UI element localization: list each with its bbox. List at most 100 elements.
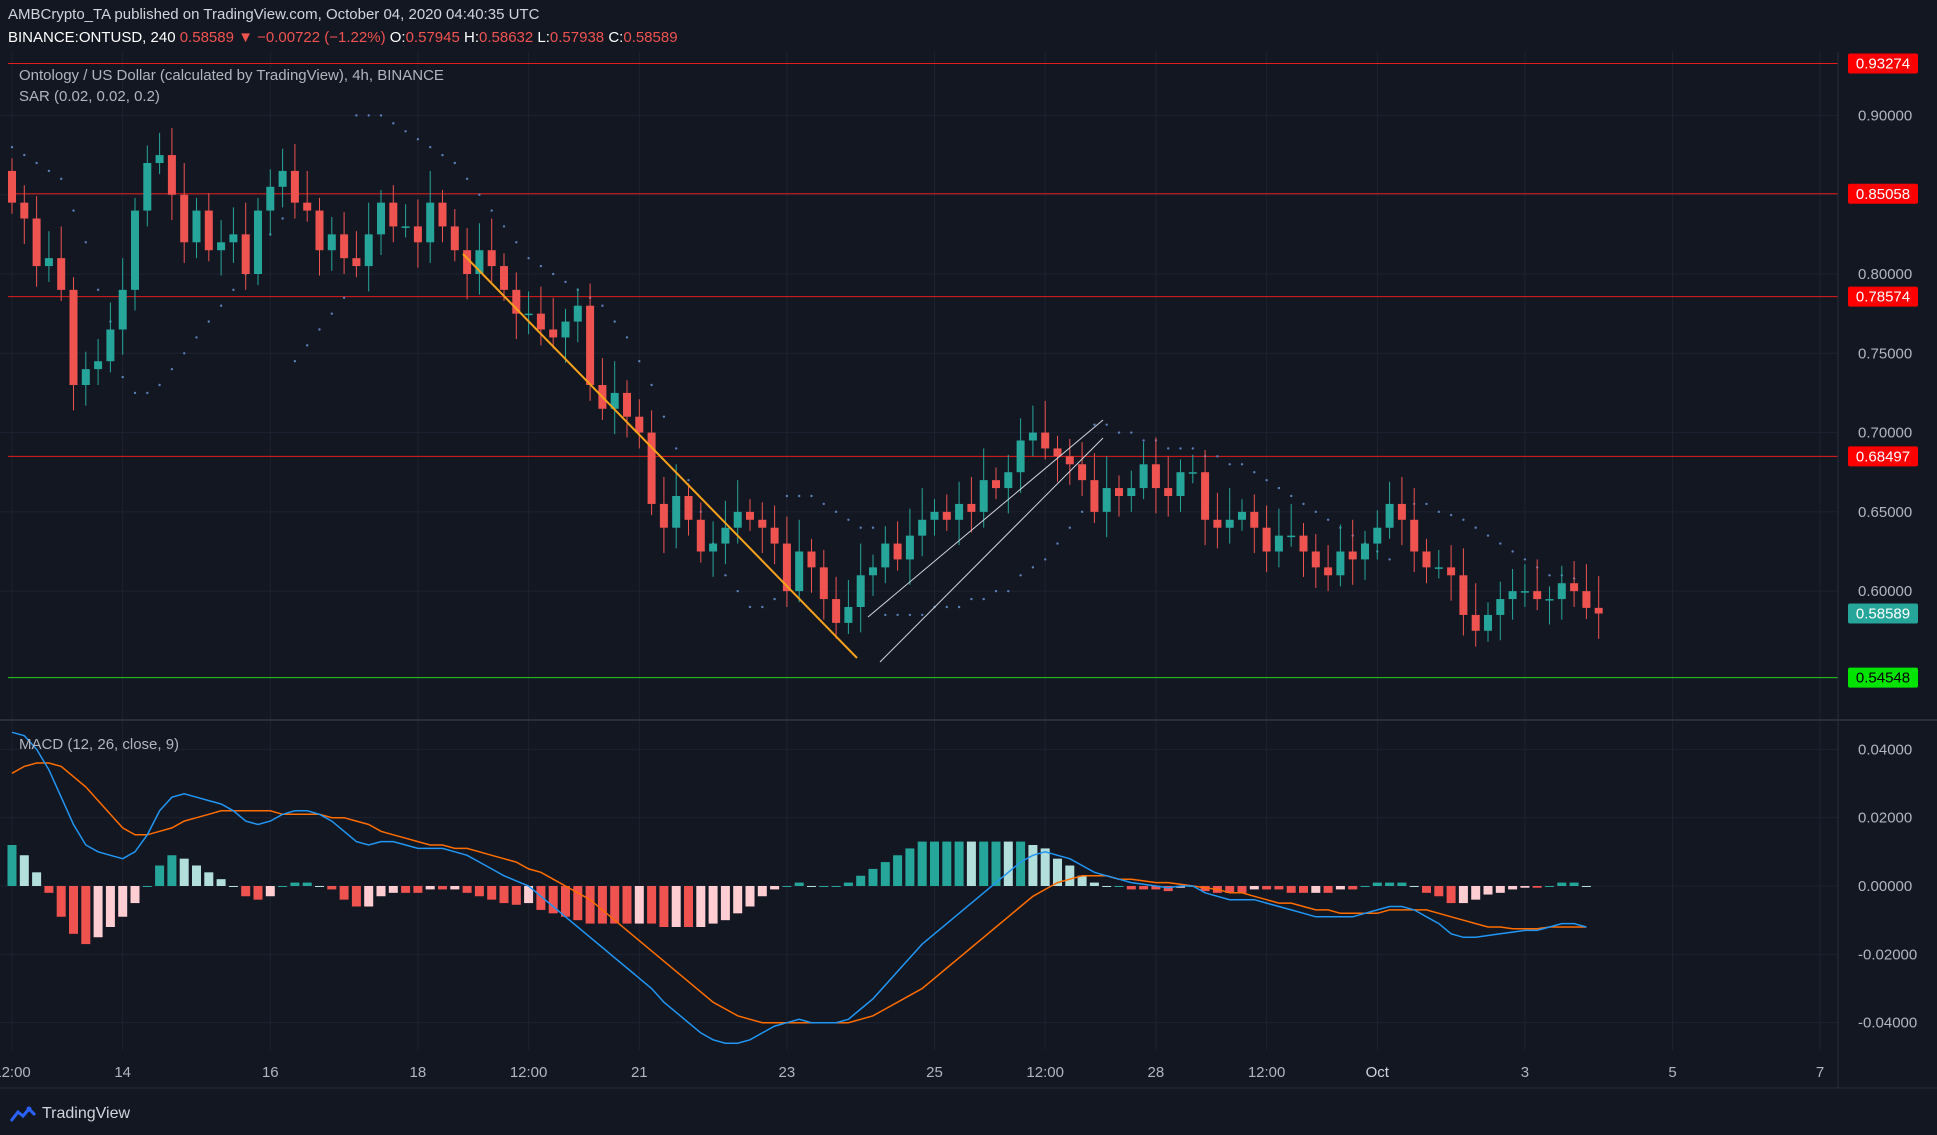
sar-dot <box>1302 502 1305 506</box>
ohlc-line: BINANCE:ONTUSD, 240 0.58589 ▼ −0.00722 (… <box>8 29 678 46</box>
downtrend-line[interactable] <box>462 253 858 659</box>
histogram-bar <box>474 886 484 897</box>
histogram-bar <box>1458 886 1468 904</box>
histogram-bar <box>733 886 743 914</box>
sar-dot <box>822 502 825 506</box>
sar-indicator-title[interactable]: SAR (0.02, 0.02, 0.2) <box>19 88 160 105</box>
histogram-bar <box>1422 886 1431 893</box>
macd-pane-title[interactable]: MACD (12, 26, close, 9) <box>19 736 180 753</box>
sar-dot <box>921 613 924 617</box>
candle-body <box>450 226 459 251</box>
grid-lines <box>0 52 1838 1050</box>
tradingview-logo[interactable]: TradingView <box>10 1105 130 1123</box>
candle-body <box>131 210 139 290</box>
candle-body <box>1508 591 1517 600</box>
sar-dot <box>1277 486 1281 490</box>
histogram-bar <box>671 886 681 927</box>
candle-body <box>1188 472 1197 474</box>
histogram-bar <box>142 886 152 887</box>
histogram-bar <box>1237 886 1247 893</box>
candle-body <box>733 511 742 528</box>
histogram-bar <box>450 886 460 890</box>
channel-lower[interactable] <box>879 437 1104 663</box>
histogram-bar <box>1360 886 1370 887</box>
sar-dot <box>785 494 789 498</box>
candle-body <box>303 202 312 211</box>
sar-dot <box>736 589 739 593</box>
time-tick-label: 12:00 <box>0 1064 31 1081</box>
histogram-bar <box>1053 858 1062 886</box>
candle-body <box>278 170 287 187</box>
histogram-bar <box>794 882 804 886</box>
histogram-bar <box>856 875 866 886</box>
histogram-bar <box>462 886 472 893</box>
histogram-bar <box>597 886 607 924</box>
histogram-bar <box>1520 886 1530 888</box>
histogram-bar <box>720 886 730 921</box>
histogram-bar <box>425 886 435 890</box>
sar-dot <box>1548 574 1551 577</box>
sar-dot <box>810 494 813 498</box>
candle-body <box>1361 543 1369 560</box>
histogram-bar <box>1065 865 1075 886</box>
candle-body <box>1311 551 1320 568</box>
sar-dot <box>1130 431 1133 434</box>
histogram-bar <box>118 886 128 917</box>
candle-body <box>118 289 127 330</box>
candle-body <box>856 575 865 607</box>
sar-dot <box>183 352 186 355</box>
histogram-bar <box>585 886 595 924</box>
histogram-bar <box>979 841 989 886</box>
histogram-bar <box>7 845 17 886</box>
histogram-bar <box>782 886 792 887</box>
sar-dot <box>638 360 641 363</box>
candle-body <box>204 210 213 251</box>
histogram-bar <box>1274 886 1284 890</box>
sar-dot <box>306 344 309 347</box>
candle-body <box>1447 567 1456 576</box>
macd-tick-label: -0.02000 <box>1858 946 1917 963</box>
histogram-bar <box>1262 886 1272 890</box>
sar-dot <box>379 114 383 117</box>
sar-dot <box>1437 510 1441 514</box>
candle-body <box>1570 583 1579 592</box>
histogram-bar <box>659 886 669 927</box>
low-value: 0.57938 <box>549 29 605 46</box>
macd-lines <box>11 731 1587 1044</box>
candle-body <box>1139 464 1148 489</box>
histogram-bar <box>684 886 693 927</box>
main-pane-title[interactable]: Ontology / US Dollar (calculated by Trad… <box>19 67 444 84</box>
time-tick-label: 25 <box>926 1064 943 1081</box>
sar-dot <box>158 383 161 387</box>
channel-upper[interactable] <box>867 419 1104 618</box>
histogram-bar <box>1040 848 1050 886</box>
candle-body <box>69 289 78 385</box>
histogram-bar <box>1003 841 1013 886</box>
candle-body <box>918 519 927 536</box>
time-tick-label: Oct <box>1366 1064 1390 1081</box>
candle-body <box>536 313 545 330</box>
histogram-bar <box>991 841 1001 886</box>
sar-dot <box>1314 510 1318 514</box>
candle-body <box>979 480 988 512</box>
last-price-tag-bg <box>1848 603 1918 624</box>
candle-body <box>254 210 262 274</box>
histogram-bar <box>1446 886 1456 904</box>
histogram-bar <box>351 886 361 907</box>
resistance-tag-label: 0.78574 <box>1856 289 1910 306</box>
drawings <box>462 253 1104 663</box>
time-tick-label: 7 <box>1816 1064 1824 1081</box>
candle-body <box>1102 488 1111 512</box>
sar-dot <box>453 161 456 165</box>
candle-body <box>1053 448 1062 457</box>
high-label: H: <box>464 29 479 46</box>
histogram-bar <box>524 886 534 904</box>
candle-body <box>647 432 656 504</box>
histogram-bar <box>1581 886 1591 887</box>
sar-dot <box>1167 447 1170 450</box>
histogram-bar <box>105 886 115 927</box>
histogram-bar <box>1114 886 1124 887</box>
sar-dot <box>441 153 444 157</box>
sar-dot <box>1240 463 1244 466</box>
